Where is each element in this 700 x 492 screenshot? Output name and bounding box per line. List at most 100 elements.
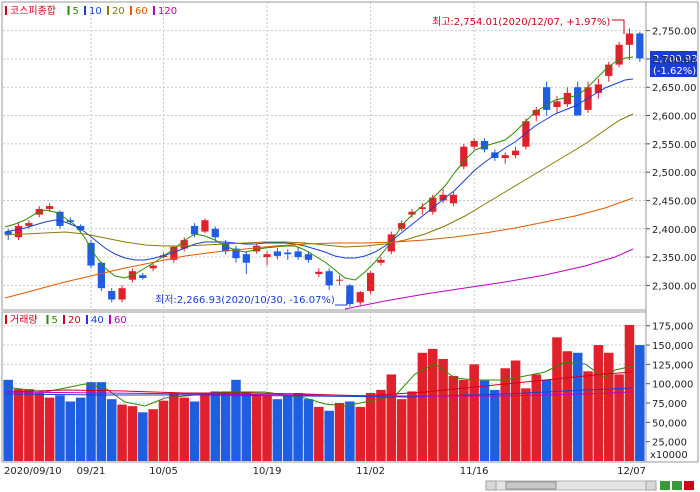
candle-body: [253, 245, 261, 252]
volume-bar: [189, 401, 200, 461]
zoom-out-button[interactable]: [672, 481, 682, 490]
legend-swatch: [153, 6, 155, 15]
volume-bar: [427, 348, 438, 461]
candle-body: [356, 292, 364, 303]
moving-average-lines: [4, 56, 634, 310]
legend-swatch: [86, 315, 88, 324]
x-tick-label: 11/16: [460, 466, 489, 477]
legend-swatch: [5, 6, 7, 15]
legend-swatch: [84, 6, 86, 15]
volume-bar: [241, 391, 252, 461]
volume-bar: [624, 324, 635, 461]
candle-body: [222, 242, 230, 252]
volume-bar-series: [3, 324, 645, 461]
volume-bar: [3, 379, 13, 461]
scroll-right-button[interactable]: [645, 480, 657, 491]
candle-body: [346, 285, 354, 305]
ma120-line: [344, 248, 634, 310]
reset-button[interactable]: [684, 481, 694, 490]
volume-bar: [448, 375, 459, 461]
volume-y-axis: 175,000 150,000 125,000 100,000 75,000 50,000…: [646, 322, 693, 449]
volume-bar: [572, 352, 583, 461]
low-annotation-arrow: [335, 294, 348, 306]
legend-label: 5: [52, 315, 58, 326]
volume-bar: [345, 401, 355, 461]
volume-bar: [386, 374, 397, 461]
volume-bar: [562, 351, 573, 461]
candle-body: [87, 242, 95, 266]
candle-body: [190, 225, 199, 235]
price-gridlines: [3, 30, 645, 286]
volume-bar: [148, 409, 158, 461]
x-tick-label: 10/05: [149, 466, 178, 477]
candle-body: [335, 279, 344, 281]
candle-body: [304, 254, 313, 260]
candle-body: [460, 146, 468, 167]
volume-gridlines: [3, 325, 645, 443]
candle-body: [139, 275, 147, 278]
ma20-line: [4, 113, 634, 248]
candle-body: [605, 64, 613, 76]
volume-bar: [65, 401, 76, 461]
legend-swatch: [5, 315, 7, 324]
current-change: (-1.62%): [653, 66, 696, 77]
candle-body: [4, 231, 12, 235]
candle-body: [273, 251, 282, 256]
volume-bar: [231, 379, 241, 461]
volume-bar: [210, 391, 221, 461]
volume-bar: [531, 374, 542, 461]
price-y-tick-label: 2,450.00: [652, 196, 697, 207]
candle-body: [563, 92, 571, 105]
volume-y-tick-label: 125,000: [652, 360, 693, 371]
volume-bar: [459, 379, 469, 461]
candle-body: [501, 155, 509, 158]
legend-label: 60: [114, 315, 127, 326]
candle-body: [532, 109, 540, 116]
candle-body: [118, 288, 126, 300]
volume-bar: [314, 406, 324, 461]
candle-body: [97, 262, 105, 289]
legend-swatch: [107, 6, 109, 15]
candle-body: [522, 121, 530, 147]
vol-ma40-line: [4, 387, 634, 398]
volume-unit: x10000: [650, 450, 688, 461]
volume-bar: [552, 337, 562, 461]
price-y-tick-label: 2,550.00: [652, 140, 697, 151]
volume-bar: [127, 406, 138, 461]
volume-bar: [614, 374, 624, 461]
volume-bar: [262, 395, 272, 461]
volume-bar: [479, 380, 490, 461]
current-price: 2,700.93: [653, 54, 698, 65]
x-tick-label: 12/07: [617, 466, 646, 477]
volume-bar: [541, 379, 552, 461]
ma60-line: [4, 197, 634, 299]
candle-body: [201, 220, 209, 232]
x-tick-label: 10/19: [253, 466, 282, 477]
price-y-tick-label: 2,600.00: [652, 112, 697, 123]
price-panel: [1, 1, 647, 311]
volume-bar: [603, 352, 614, 461]
candle-body: [325, 271, 333, 286]
scrollbar-thumb[interactable]: [505, 481, 557, 490]
candle-body: [511, 150, 520, 156]
scroll-left-button[interactable]: [485, 480, 497, 491]
volume-bar: [376, 389, 386, 461]
volume-bar: [490, 389, 500, 461]
volume-bar: [106, 399, 117, 461]
candle-body: [56, 211, 64, 226]
high-annotation: 최고:2,754.01(2020/12/07, +1.97%): [432, 16, 610, 28]
volume-y-tick-label: 150,000: [652, 341, 693, 352]
price-y-tick-label: 2,650.00: [652, 83, 697, 94]
volume-bar: [44, 397, 55, 461]
price-y-tick-label: 2,400.00: [652, 225, 697, 236]
candle-body: [366, 272, 375, 292]
candle-body: [625, 33, 634, 45]
zoom-in-button[interactable]: [660, 481, 670, 490]
volume-y-tick-label: 50,000: [652, 418, 687, 429]
x-tick-label: 2020/09/10: [4, 466, 62, 477]
legend-swatch: [130, 6, 132, 15]
volume-bar: [158, 400, 169, 461]
vol-ma60-line: [4, 391, 634, 397]
candle-body: [429, 197, 437, 212]
